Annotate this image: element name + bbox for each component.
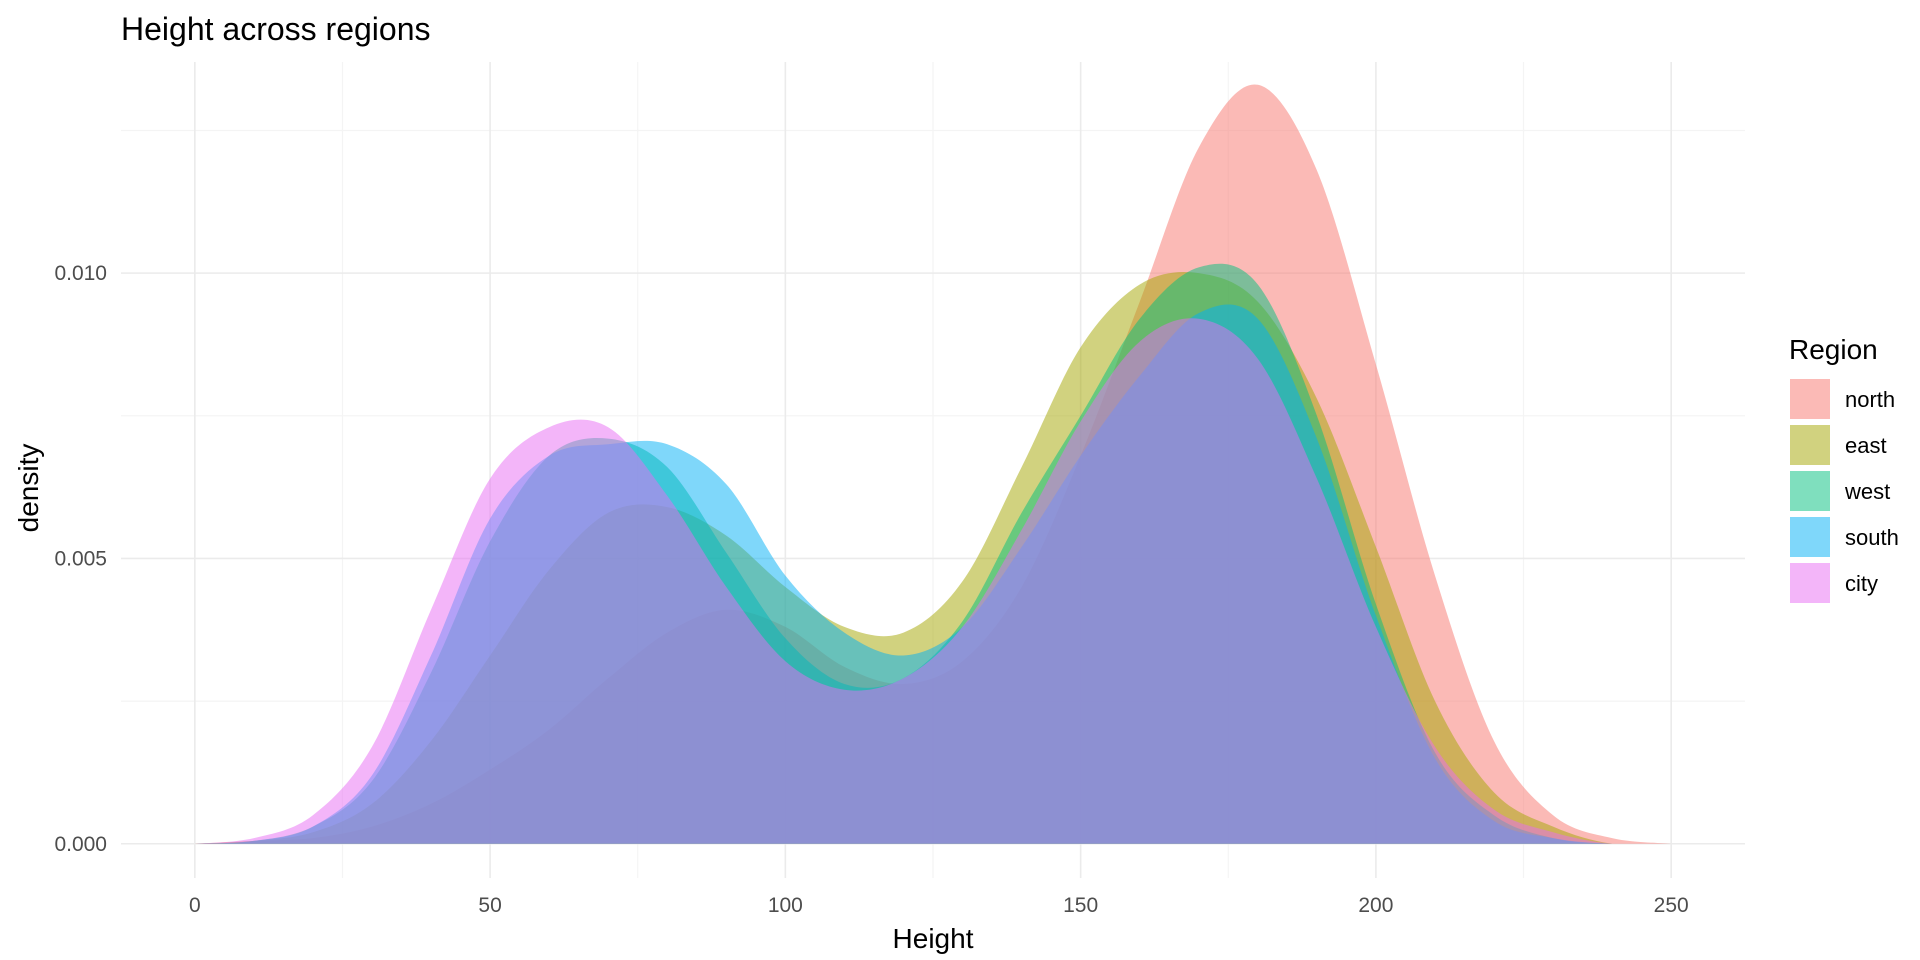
legend-label-north: north [1845,387,1895,412]
x-tick-label: 0 [189,894,201,917]
legend-key-city [1790,563,1830,603]
x-axis-ticks: 0 50 100 150 200 250 [189,894,1689,917]
legend-label-west: west [1844,479,1890,504]
x-tick-label: 250 [1654,894,1689,917]
y-axis-title: density [13,444,44,533]
legend: Region north east west south city [1789,334,1899,604]
x-tick-label: 50 [478,894,501,917]
y-tick-label: 0.010 [54,262,107,285]
legend-label-south: south [1845,525,1899,550]
y-tick-label: 0.005 [54,547,107,570]
legend-key-north [1790,379,1830,419]
x-tick-label: 150 [1063,894,1098,917]
chart-title: Height across regions [121,11,430,47]
x-tick-label: 200 [1358,894,1393,917]
legend-label-east: east [1845,433,1887,458]
x-tick-label: 100 [768,894,803,917]
y-axis-ticks: 0.000 0.005 0.010 [54,262,107,856]
legend-key-west [1790,471,1830,511]
y-tick-label: 0.000 [54,833,107,856]
legend-key-south [1790,517,1830,557]
x-axis-title: Height [893,923,974,954]
legend-label-city: city [1845,571,1878,596]
legend-key-east [1790,425,1830,465]
legend-title: Region [1789,334,1878,365]
density-area-city [194,318,1672,844]
density-areas [194,84,1672,844]
